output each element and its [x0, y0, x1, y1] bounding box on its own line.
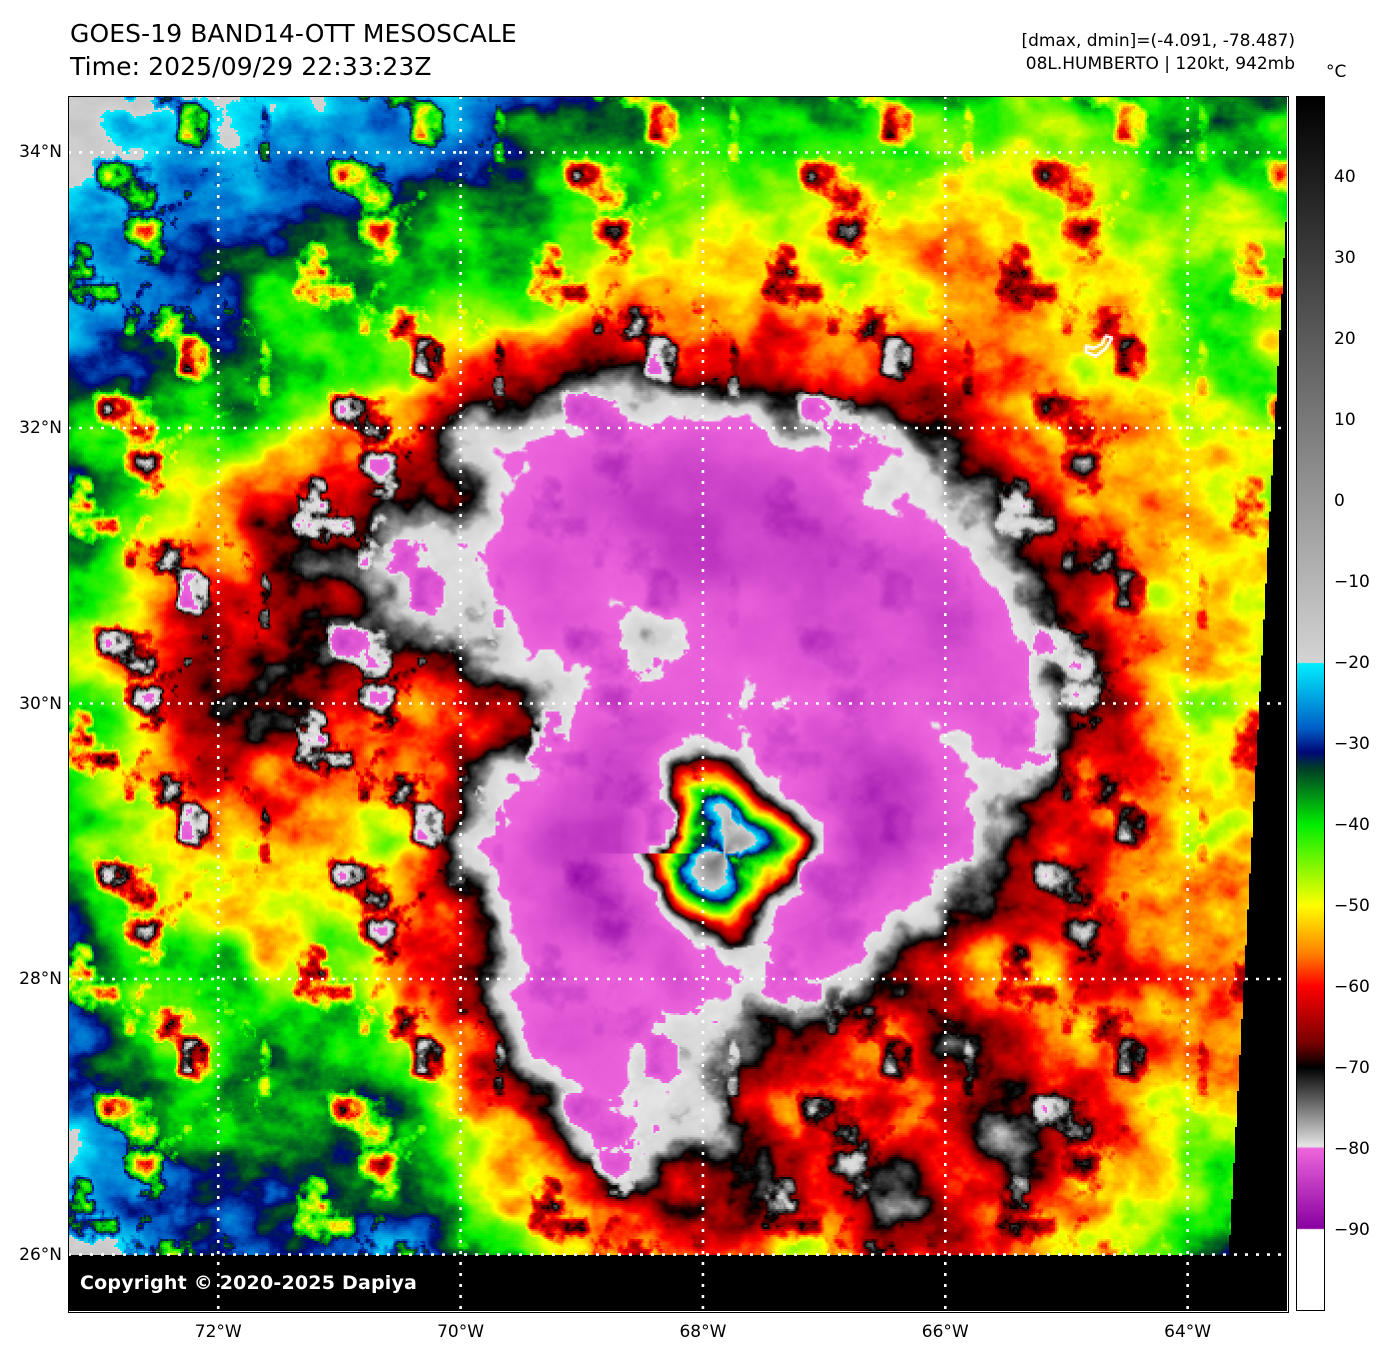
colorbar-tick-30: 30 [1334, 248, 1356, 268]
colorbar-tick--70: −70 [1334, 1058, 1370, 1078]
page-title: GOES-19 BAND14-OTT MESOSCALE [70, 19, 517, 48]
colorbar-tick-10: 10 [1334, 410, 1356, 430]
header-meta-block: [dmax, dmin]=(-4.091, -78.487) 08L.HUMBE… [1022, 30, 1296, 76]
satellite-infrared-image [68, 96, 1287, 1311]
lon-label-72: 72°W [194, 1322, 242, 1342]
colorbar-unit-label: °C [1326, 62, 1347, 82]
colorbar-tick-0: 0 [1334, 491, 1345, 511]
colorbar-tick--30: −30 [1334, 734, 1370, 754]
lat-label-30: 30°N [19, 693, 62, 714]
colorbar-tick--10: −10 [1334, 572, 1370, 592]
colorbar-tick--90: −90 [1334, 1220, 1370, 1240]
colorbar-tick--20: −20 [1334, 653, 1370, 673]
lat-label-28: 28°N [19, 969, 62, 989]
copyright-label: Copyright © 2020-2025 Dapiya [80, 1272, 418, 1294]
colorbar-tick-40: 40 [1334, 167, 1356, 187]
lon-label-68: 68°W [679, 1322, 727, 1342]
lat-label-32: 32°N [19, 417, 62, 438]
lat-label-34: 34°N [19, 142, 62, 163]
storm-info-label: 08L.HUMBERTO | 120kt, 942mb [1025, 53, 1295, 74]
timestamp-label: Time: 2025/09/29 22:33:23Z [70, 51, 432, 81]
colorbar-gradient [1297, 97, 1324, 1310]
lat-label-26: 26°N [19, 1244, 62, 1265]
satellite-image-panel[interactable] [68, 96, 1287, 1311]
colorbar-tick-20: 20 [1334, 329, 1356, 349]
colorbar-tick--60: −60 [1334, 977, 1370, 997]
lon-label-64: 64°W [1164, 1322, 1212, 1342]
lat-lon-gridlines [68, 96, 1287, 1311]
colorbar-tick--80: −80 [1334, 1139, 1370, 1159]
colorbar[interactable] [1296, 96, 1325, 1311]
colorbar-tick--50: −50 [1334, 896, 1370, 916]
header-title-block: GOES-19 BAND14-OTT MESOSCALE Time: 2025/… [70, 18, 517, 83]
lon-label-66: 66°W [921, 1322, 969, 1342]
lon-label-70: 70°W [437, 1322, 485, 1342]
dminmax-label: [dmax, dmin]=(-4.091, -78.487) [1021, 31, 1296, 51]
colorbar-tick--40: −40 [1334, 815, 1370, 835]
